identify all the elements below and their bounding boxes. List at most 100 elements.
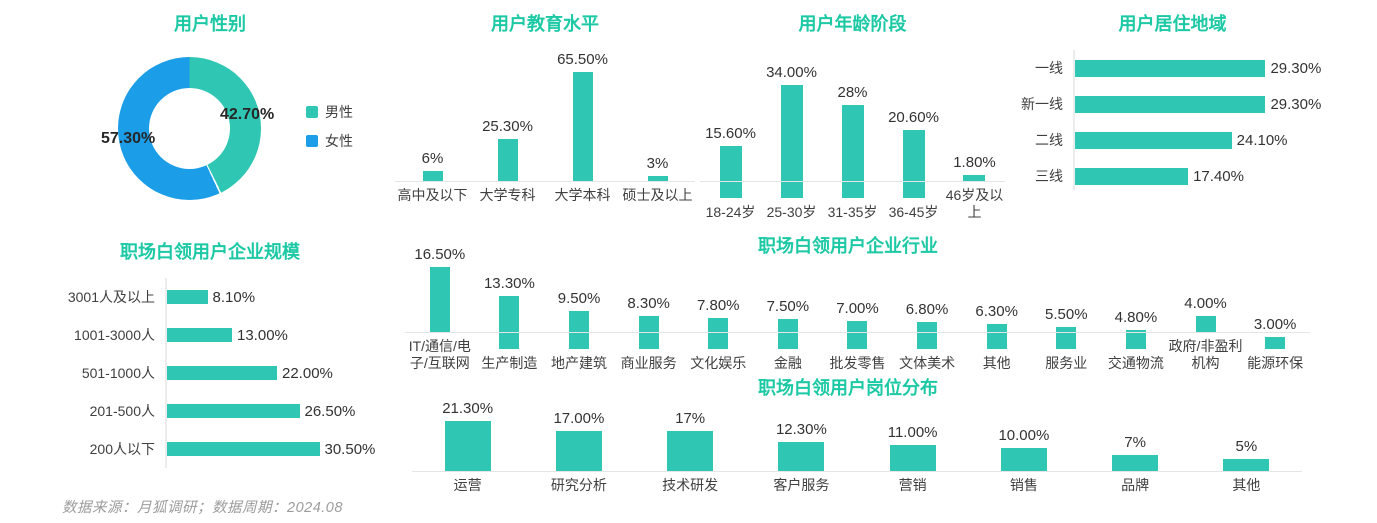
bar-stack: 7.80% xyxy=(697,257,740,349)
bar-column: 7.80% 文化娱乐 xyxy=(683,257,753,372)
gender-legend: 男性 女性 xyxy=(306,102,353,151)
bar-column: 12.30% 客户服务 xyxy=(746,395,857,494)
chart-job-distribution: 职场白领用户岗位分布 21.30% 运营 17.00% 研究分析 17% 技术研发 12.3… xyxy=(395,368,1375,498)
bar-stack: 8.30% xyxy=(627,257,670,349)
category-label: 其他 xyxy=(982,355,1011,371)
bar-stack: 7.50% xyxy=(767,257,809,349)
category-label: 高中及以下 xyxy=(397,187,468,203)
bar xyxy=(1075,59,1266,77)
bar-column: 5% 其他 xyxy=(1191,395,1302,494)
bar xyxy=(780,85,803,198)
bar-column: 10.00% 销售 xyxy=(968,395,1079,494)
value-label: 65.50% xyxy=(557,51,608,69)
bar xyxy=(986,324,1007,349)
job-plot: 21.30% 运营 17.00% 研究分析 17% 技术研发 12.30% 客户服务 11.00… xyxy=(412,395,1302,494)
category-label: 能源环保 xyxy=(1247,355,1304,371)
category-label: 36-45岁 xyxy=(888,204,939,220)
bar-column: 5.50% 服务业 xyxy=(1031,257,1101,372)
bar-column: 21.30% 运营 xyxy=(412,395,523,494)
category-label: IT/通信/电子/互联网 xyxy=(408,338,471,371)
category-label: 生产制造 xyxy=(481,355,538,371)
bar-stack: 5% xyxy=(1223,395,1270,471)
region-plot: 一线 29.30% 新一线 29.30% 二线 24.10% 三线 17.40% xyxy=(1015,50,1375,194)
value-label: 10.00% xyxy=(998,426,1050,444)
bar-column: 8.30% 商业服务 xyxy=(614,257,684,372)
value-label: 11.00% xyxy=(887,424,938,442)
chart-residence-region: 用户居住地域 一线 29.30% 新一线 29.30% 二线 24.10% 三线 17.40% xyxy=(1015,10,1375,225)
bar-column: 20.60% 36-45岁 xyxy=(883,58,944,221)
bar-column: 4.00% 政府/非盈利机构 xyxy=(1169,240,1243,372)
bar-stack: 5.50% xyxy=(1045,257,1088,349)
bar xyxy=(902,129,925,198)
bar-column: 11.00% 营销 xyxy=(857,395,968,494)
category-label: 46岁及以上 xyxy=(945,187,1004,220)
bar-stack: 28% xyxy=(837,58,868,198)
industry-plot: 16.50% IT/通信/电子/互联网 13.30% 生产制造 9.50% 地产建筑 8.3… xyxy=(405,240,1310,372)
legend-label: 男性 xyxy=(325,104,353,120)
category-label: 交通物流 xyxy=(1107,355,1164,371)
bar xyxy=(444,420,491,471)
bar-stack: 6% xyxy=(422,46,443,181)
bar xyxy=(167,442,320,456)
value-label: 13.00% xyxy=(237,326,288,344)
category-label: 新一线 xyxy=(1021,96,1063,112)
category-label: 批发零售 xyxy=(829,355,886,371)
bar-stack: 4.00% xyxy=(1184,240,1227,332)
bar-column: 6% 高中及以下 xyxy=(395,46,470,204)
bar xyxy=(422,171,443,181)
value-label: 6.80% xyxy=(905,301,949,319)
chart-title-education: 用户教育水平 xyxy=(491,14,599,34)
bar-stack: 17.00% xyxy=(553,395,604,471)
value-label: 16.50% xyxy=(414,245,466,263)
value-label: 8.10% xyxy=(212,288,256,306)
bar-column: 15.60% 18-24岁 xyxy=(700,58,761,221)
bar-stack: 10.00% xyxy=(998,395,1049,471)
value-label: 20.60% xyxy=(888,108,939,126)
value-label: 17.00% xyxy=(553,410,605,428)
category-label: 18-24岁 xyxy=(705,204,756,220)
bar xyxy=(1223,459,1270,471)
bar xyxy=(499,296,520,349)
category-label: 商业服务 xyxy=(620,355,677,371)
bar-column: 7.00% 批发零售 xyxy=(823,257,893,372)
bar-row: 三线 17.40% xyxy=(1015,158,1375,194)
bar xyxy=(719,146,742,198)
value-label: 9.50% xyxy=(557,290,601,308)
bar-stack: 11.00% xyxy=(888,395,938,471)
bar-row: 1001-3000人 13.00% xyxy=(10,316,390,354)
bar-column: 13.30% 生产制造 xyxy=(475,257,545,372)
bar-row: 201-500人 26.50% xyxy=(10,392,390,430)
value-label: 21.30% xyxy=(442,399,494,417)
value-label: 7% xyxy=(1124,433,1146,451)
category-label: 硕士及以上 xyxy=(622,187,693,203)
bar-stack: 9.50% xyxy=(557,257,601,349)
bar xyxy=(667,431,714,471)
bar xyxy=(1075,167,1189,185)
bar-column: 6.80% 文体美术 xyxy=(892,257,962,372)
bar-stack: 13.30% xyxy=(484,257,535,349)
bar-column: 7.50% 金融 xyxy=(753,257,823,372)
category-label: 营销 xyxy=(898,477,927,493)
bar-row: 一线 29.30% xyxy=(1015,50,1375,86)
x-axis-line xyxy=(405,332,1310,333)
bar xyxy=(1075,95,1266,113)
x-axis-line xyxy=(412,471,1302,472)
bar-column: 16.50% IT/通信/电子/互联网 xyxy=(405,240,475,372)
category-label: 品牌 xyxy=(1121,477,1150,493)
bar-column: 9.50% 地产建筑 xyxy=(544,257,614,372)
bar xyxy=(572,72,593,181)
value-label: 6.30% xyxy=(975,303,1018,321)
bar-stack: 1.80% xyxy=(953,41,996,181)
chart-title-gender: 用户性别 xyxy=(174,14,246,34)
category-label: 大学本科 xyxy=(554,187,611,203)
bar xyxy=(167,290,208,304)
bar-stack: 6.30% xyxy=(975,257,1018,349)
category-label: 文化娱乐 xyxy=(690,355,747,371)
bar xyxy=(1056,327,1077,349)
bar-stack: 17% xyxy=(667,395,714,471)
category-label: 201-500人 xyxy=(89,403,155,419)
x-axis-line xyxy=(700,181,1005,182)
category-label: 运营 xyxy=(453,477,482,493)
bar-column: 28% 31-35岁 xyxy=(822,58,883,221)
bar xyxy=(1195,316,1216,332)
